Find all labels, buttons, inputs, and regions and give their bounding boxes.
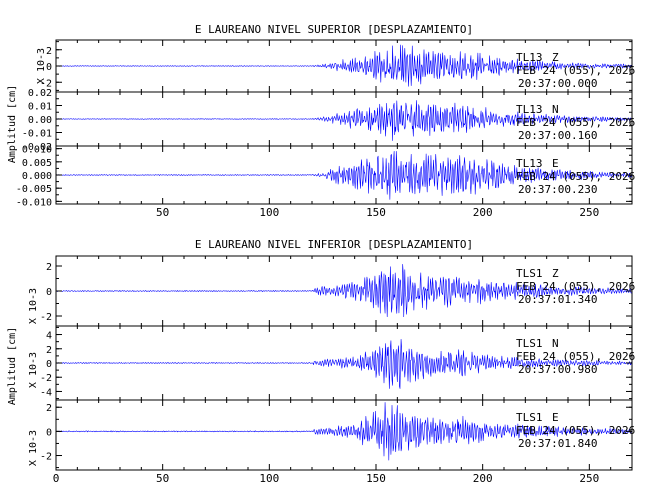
y-tick-label: -0.005 (16, 184, 52, 195)
y-tick-label: -2 (40, 78, 52, 89)
y-axis-label: Amplitud [cm] (7, 85, 18, 163)
y-tick-label: 0.02 (28, 88, 52, 99)
y-multiplier-label: X 10-3 (28, 430, 39, 466)
x-tick-label: 50 (156, 472, 169, 485)
x-tick-label: 150 (366, 206, 386, 219)
y-tick-label: 0 (46, 62, 52, 73)
y-tick-label: 0.010 (22, 145, 52, 156)
station-label: TLS1 (516, 267, 543, 280)
panel-frame (55, 399, 633, 471)
x-tick-label: 150 (366, 472, 386, 485)
y-multiplier-label: X 10-3 (28, 288, 39, 324)
time-label: 20:37:00.000 (518, 77, 597, 90)
y-axis-label: Amplitud [cm] (7, 327, 18, 405)
y-tick-label: 0 (46, 287, 52, 298)
y-tick-label: 0.01 (28, 102, 52, 113)
component-label: Z (552, 267, 559, 280)
component-label: E (552, 411, 559, 424)
waveform-trace-tl13-z (55, 44, 633, 87)
station-label: TL13 (516, 103, 543, 116)
y-tick-label: 0 (46, 359, 52, 370)
x-tick-label: 200 (473, 472, 493, 485)
station-label: TL13 (516, 157, 543, 170)
y-tick-label: -0.01 (22, 129, 52, 140)
y-tick-label: 0.005 (22, 158, 52, 169)
waveform-trace-tls1-n (55, 339, 633, 389)
date-label: FEB 24 (055), 2026 (516, 280, 635, 293)
y-tick-label: 0.000 (22, 171, 52, 182)
time-label: 20:37:01.840 (518, 437, 597, 450)
y-tick-label: 0.00 (28, 115, 52, 126)
waveform-trace-tl13-n (55, 100, 633, 141)
y-tick-label: -0.02 (22, 142, 52, 153)
date-label: FEB 24 (055), 2026 (516, 116, 635, 129)
component-label: Z (552, 51, 559, 64)
waveform-trace-tls1-e (55, 402, 633, 461)
time-label: 20:37:01.340 (518, 293, 597, 306)
component-label: E (552, 157, 559, 170)
station-label: TLS1 (516, 337, 543, 350)
chart-title: E LAUREANO NIVEL SUPERIOR [DESPLAZAMIENT… (195, 23, 473, 36)
time-label: 20:37:00.980 (518, 363, 597, 376)
y-tick-label: -2 (40, 452, 52, 463)
chart-title: E LAUREANO NIVEL INFERIOR [DESPLAZAMIENT… (195, 238, 473, 251)
date-label: FEB 24 (055), 2026 (516, 170, 635, 183)
x-tick-label: 50 (156, 206, 169, 219)
x-tick-label: 250 (579, 206, 599, 219)
station-label: TL13 (516, 51, 543, 64)
y-tick-label: 2 (46, 345, 52, 356)
y-tick-label: 0 (46, 427, 52, 438)
x-tick-label: 250 (579, 472, 599, 485)
component-label: N (552, 103, 559, 116)
component-label: N (552, 337, 559, 350)
y-tick-label: 2 (46, 403, 52, 414)
y-multiplier-label: X 10-3 (28, 352, 39, 388)
time-label: 20:37:00.160 (518, 129, 597, 142)
x-tick-label: 200 (473, 206, 493, 219)
y-tick-label: 4 (46, 331, 52, 342)
y-tick-label: -2 (40, 312, 52, 323)
waveform-trace-tl13-e (55, 150, 633, 200)
y-tick-label: -2 (40, 373, 52, 384)
y-tick-label: 2 (46, 46, 52, 57)
date-label: FEB 24 (055), 2026 (516, 64, 635, 77)
x-tick-label: 100 (259, 472, 279, 485)
date-label: FEB 24 (055), 2026 (516, 424, 635, 437)
station-label: TLS1 (516, 411, 543, 424)
time-label: 20:37:00.230 (518, 183, 597, 196)
x-tick-label: 100 (259, 206, 279, 219)
waveform-trace-tls1-z (55, 264, 633, 318)
y-tick-label: 2 (46, 262, 52, 273)
y-tick-label: -0.010 (16, 197, 52, 208)
date-label: FEB 24 (055), 2026 (516, 350, 635, 363)
x-tick-label: 0 (53, 472, 60, 485)
y-multiplier-label: X 10-3 (36, 48, 47, 84)
y-tick-label: -4 (40, 387, 52, 398)
